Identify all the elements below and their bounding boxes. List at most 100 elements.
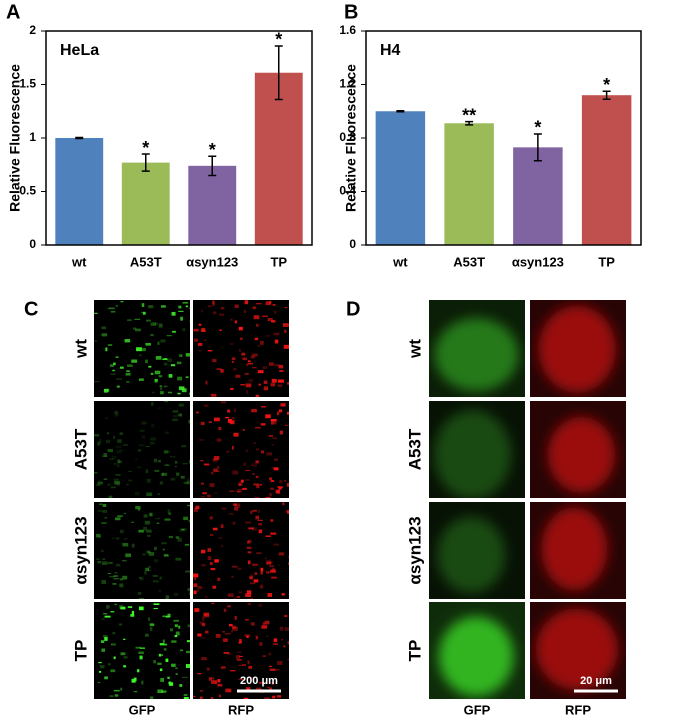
speckle [205, 630, 209, 634]
speckle [102, 558, 106, 560]
speckle [247, 560, 251, 565]
speckle [159, 643, 165, 646]
speckle [256, 552, 262, 554]
speckle [280, 638, 283, 641]
speckle [200, 460, 204, 462]
row-label: αsyn123 [405, 516, 424, 584]
speckle [105, 439, 110, 444]
speckle [127, 364, 133, 367]
speckle [164, 464, 170, 466]
speckle [232, 470, 239, 475]
speckle [269, 668, 276, 671]
speckle [172, 418, 178, 422]
y-tick-label: 0.8 [339, 130, 356, 144]
speckle [237, 651, 242, 654]
speckle [269, 565, 274, 568]
speckle [195, 505, 200, 510]
speckle [183, 516, 188, 521]
speckle [253, 509, 258, 512]
speckle [165, 658, 169, 662]
speckle [152, 580, 159, 583]
speckle [94, 340, 97, 342]
speckle [116, 463, 120, 468]
micrograph-background [94, 401, 190, 498]
speckle [177, 537, 182, 542]
speckle [253, 579, 259, 583]
speckle [242, 487, 247, 490]
speckle [134, 318, 141, 320]
speckle [211, 677, 215, 680]
speckle [148, 617, 151, 621]
micrograph [530, 502, 626, 599]
speckle [172, 330, 176, 333]
speckle [167, 676, 170, 680]
micrograph-background [94, 502, 190, 599]
speckle [240, 337, 243, 341]
speckle [152, 391, 155, 394]
speckle [207, 494, 211, 498]
speckle [256, 484, 260, 489]
x-tick-label: TP [598, 254, 615, 269]
speckle [181, 676, 188, 679]
x-tick-label: wt [392, 254, 408, 269]
bar [375, 111, 426, 245]
speckle [174, 624, 178, 627]
speckle [230, 387, 234, 391]
speckle [121, 542, 125, 547]
speckle [113, 575, 118, 577]
column-label: RFP [228, 702, 254, 717]
speckle [250, 355, 256, 359]
speckle [201, 623, 206, 627]
speckle [104, 636, 108, 641]
x-tick-label: αsyn123 [186, 254, 238, 269]
speckle [206, 667, 210, 671]
speckle [198, 323, 202, 326]
speckle [197, 673, 202, 675]
speckle [115, 445, 122, 449]
speckle [158, 653, 161, 657]
speckle [220, 401, 227, 404]
speckle [151, 423, 155, 428]
speckle [272, 695, 276, 699]
speckle [96, 533, 101, 538]
speckle [168, 391, 172, 394]
speckle [99, 665, 105, 669]
speckle [175, 673, 178, 675]
speckle [272, 643, 279, 646]
speckle [176, 472, 180, 476]
speckle [147, 534, 151, 537]
error-bar [274, 45, 283, 101]
speckle [234, 320, 237, 324]
speckle [271, 437, 278, 439]
speckle [114, 480, 120, 485]
speckle [159, 576, 162, 580]
speckle [160, 391, 164, 395]
speckle [186, 640, 190, 643]
speckle [182, 462, 188, 465]
speckle [137, 508, 141, 511]
chart-title: H4 [380, 42, 401, 59]
speckle [168, 374, 173, 378]
panel-label: A [6, 1, 20, 23]
speckle [287, 382, 289, 385]
speckle [258, 529, 263, 534]
speckle [238, 664, 242, 666]
speckle [200, 637, 206, 639]
speckle [138, 606, 144, 611]
speckle [245, 479, 250, 481]
speckle [114, 603, 117, 606]
speckle [238, 482, 243, 486]
speckle [186, 665, 190, 668]
speckle [235, 655, 241, 659]
speckle [97, 509, 103, 512]
speckle [162, 358, 168, 361]
speckle [270, 480, 275, 483]
speckle [234, 304, 239, 308]
speckle [246, 687, 251, 691]
bar [254, 72, 303, 245]
speckle [186, 480, 190, 485]
speckle [193, 328, 199, 332]
speckle [277, 411, 280, 416]
speckle [249, 576, 253, 580]
speckle [115, 305, 118, 307]
